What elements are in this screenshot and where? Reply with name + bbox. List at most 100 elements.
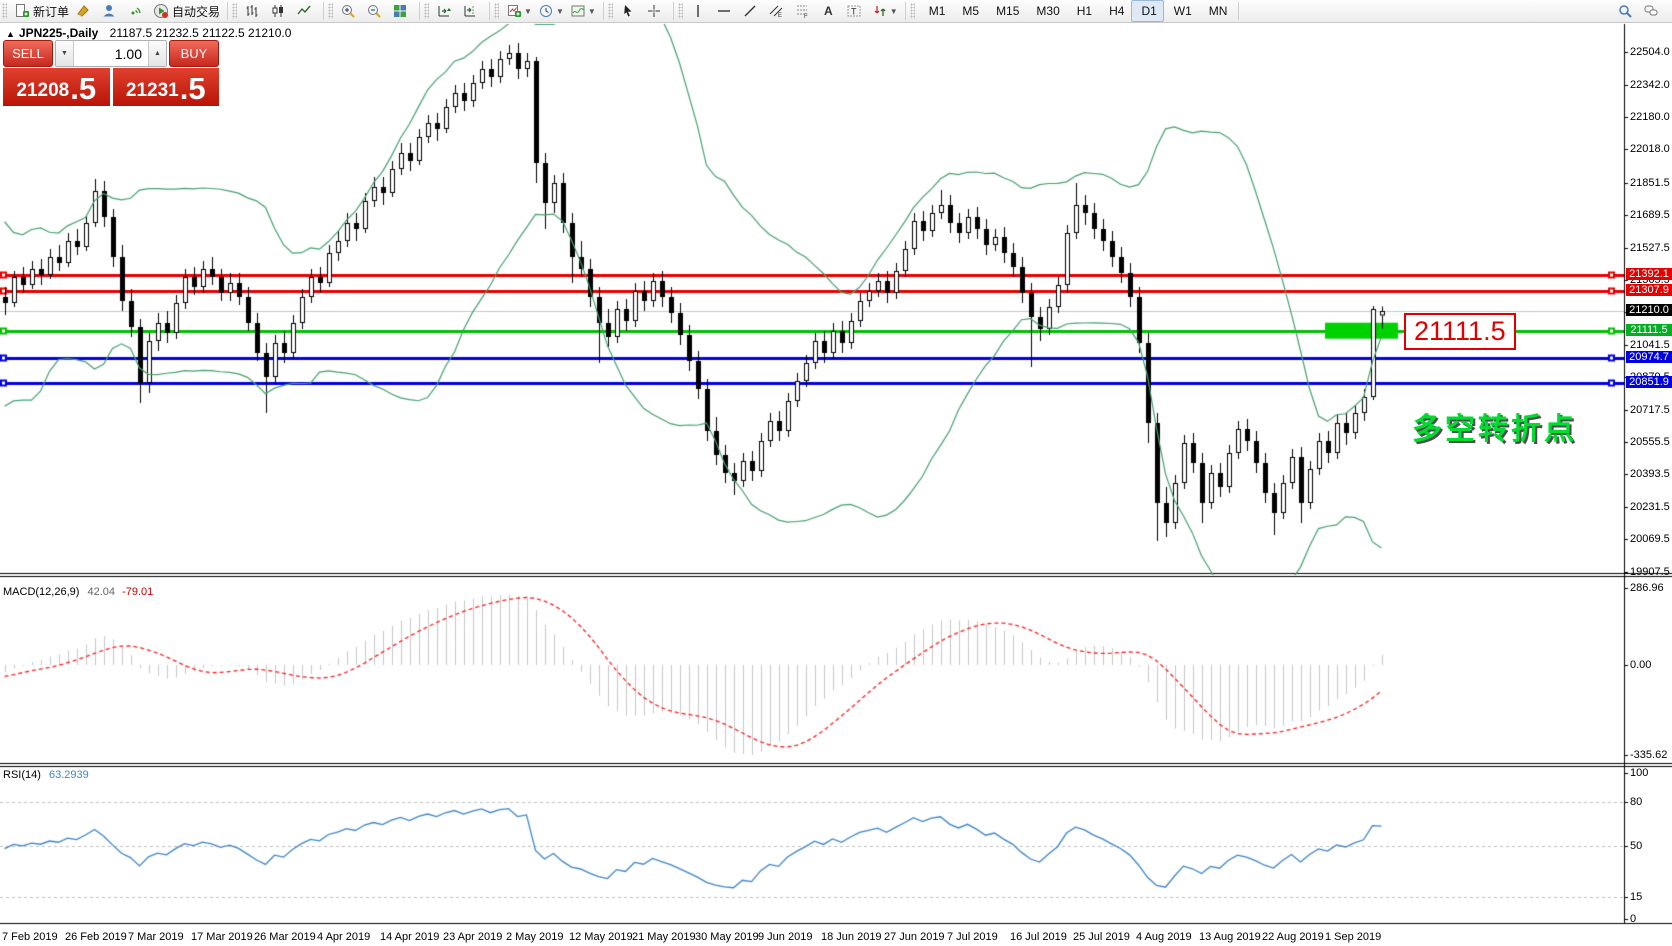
line-chart-icon	[296, 3, 312, 19]
fibonacci-icon: F	[794, 3, 810, 19]
new-order-button[interactable]: 新订单	[11, 0, 72, 22]
tf-mn-button[interactable]: MN	[1199, 0, 1235, 22]
periods-button[interactable]: ▼	[535, 0, 567, 22]
date-axis-label: 9 Jun 2019	[758, 931, 813, 943]
buy-price[interactable]: 21231 .5	[112, 68, 219, 106]
price-axis-tick: 20231.5	[1630, 500, 1670, 513]
svg-text:A: A	[824, 4, 833, 18]
date-axis-label: 16 Jul 2019	[1010, 931, 1067, 943]
volume-stepper: ▼ 1.00 ▲	[55, 40, 167, 67]
price-axis-tick: 22180.0	[1630, 111, 1670, 123]
buy-button[interactable]: BUY	[169, 40, 219, 67]
date-axis-label: 18 Jun 2019	[821, 931, 882, 943]
date-axis-label: 27 Jun 2019	[884, 931, 945, 943]
indicators-icon	[506, 3, 522, 19]
price-axis-tick: 20555.5	[1630, 435, 1670, 448]
vertical-line-button[interactable]	[687, 0, 713, 22]
date-axis-label: 4 Apr 2019	[317, 931, 371, 943]
collapse-triangle-icon[interactable]: ▲	[6, 29, 15, 39]
crosshair-button[interactable]	[643, 0, 669, 22]
zoom-out-button[interactable]	[363, 0, 389, 22]
tf-m1-button[interactable]: M1	[919, 0, 953, 22]
styler-button[interactable]	[72, 0, 98, 22]
tf-m5-button[interactable]: M5	[952, 0, 986, 22]
tf-h1-button[interactable]: H1	[1067, 0, 1099, 22]
tf-w1-label: W1	[1173, 4, 1192, 18]
candlestick-chart-button[interactable]	[267, 0, 293, 22]
indicators-button[interactable]: ▼	[503, 0, 535, 22]
tile-windows-icon	[392, 3, 408, 19]
cursor-button[interactable]	[617, 0, 643, 22]
sell-button[interactable]: SELL	[3, 40, 53, 67]
tf-d1-button[interactable]: D1	[1131, 0, 1164, 22]
equidistant-channel-button[interactable]: E	[765, 0, 791, 22]
new-order-icon	[14, 3, 30, 19]
date-axis-label: 26 Feb 2019	[65, 931, 127, 943]
date-axis-label: 1 Sep 2019	[1325, 931, 1382, 943]
volume-increase-button[interactable]: ▲	[148, 41, 166, 66]
search-button[interactable]	[1614, 0, 1640, 22]
hline-price-label: 20974.7	[1626, 351, 1672, 364]
equidistant-channel-icon: E	[768, 3, 784, 19]
tf-h4-button[interactable]: H4	[1099, 0, 1131, 22]
community-button[interactable]	[98, 0, 124, 22]
signals-button[interactable]	[124, 0, 150, 22]
tf-m15-button[interactable]: M15	[986, 0, 1026, 22]
buy-price-pip: .5	[179, 71, 206, 106]
toolbar-group	[615, 0, 671, 22]
toolbar-grip	[328, 3, 334, 19]
macd-axis-tick: -335.62	[1630, 749, 1668, 761]
tf-m15-label: M15	[996, 4, 1020, 18]
chat-button[interactable]	[1640, 0, 1666, 22]
arrows-button[interactable]: ▼	[869, 0, 901, 22]
date-axis-label: 21 May 2019	[632, 931, 696, 943]
bar-chart-button[interactable]	[241, 0, 267, 22]
price-axis-tick: 22018.0	[1630, 143, 1670, 156]
date-axis-label: 7 Feb 2019	[2, 931, 58, 943]
tf-m30-label: M30	[1036, 4, 1060, 18]
toolbar-group	[239, 0, 321, 22]
one-click-trading-panel: SELL ▼ 1.00 ▲ BUY 21208 .5 21231 .5	[3, 40, 219, 106]
symbol-label: JPN225-,Daily	[18, 26, 99, 40]
rsi-axis-tick: 50	[1630, 840, 1643, 852]
ohlc-values: 21187.5 21232.5 21122.5 21210.0	[109, 26, 292, 40]
dropdown-arrow-icon: ▼	[555, 6, 564, 16]
volume-decrease-button[interactable]: ▼	[56, 41, 74, 66]
sell-price[interactable]: 21208 .5	[3, 68, 112, 106]
hline-price-label: 21392.1	[1626, 267, 1672, 280]
community-icon	[101, 3, 117, 19]
auto-scroll-button[interactable]	[433, 0, 459, 22]
price-axis-tick: 21689.5	[1630, 209, 1670, 222]
hline-price-label: 21307.9	[1626, 284, 1672, 297]
templates-button[interactable]: ▼	[567, 0, 599, 22]
toolbar-group: E F A T ▼	[685, 0, 903, 22]
volume-value[interactable]: 1.00	[114, 45, 142, 62]
date-axis-label: 13 Aug 2019	[1199, 931, 1261, 943]
toolbar-separator	[227, 2, 229, 20]
tf-w1-button[interactable]: W1	[1164, 0, 1199, 22]
autotrading-button[interactable]: 自动交易	[150, 0, 223, 22]
date-axis-label: 4 Aug 2019	[1136, 931, 1192, 943]
text-icon: A	[820, 3, 836, 19]
text-button[interactable]: A	[817, 0, 843, 22]
fibonacci-button[interactable]: F	[791, 0, 817, 22]
trendline-button[interactable]	[739, 0, 765, 22]
toolbar-separator	[419, 2, 421, 20]
price-axis-tick: 21527.5	[1630, 241, 1670, 254]
date-axis-label: 7 Jul 2019	[947, 931, 998, 943]
rsi-indicator-label: RSI(14) 63.2939	[3, 769, 89, 781]
price-axis-tick: 21041.5	[1630, 338, 1670, 351]
date-axis-label: 22 Aug 2019	[1262, 931, 1324, 943]
line-chart-button[interactable]	[293, 0, 319, 22]
text-label-button[interactable]: T	[843, 0, 869, 22]
date-axis-label: 7 Mar 2019	[128, 931, 184, 943]
toolbar-grip	[677, 3, 683, 19]
zoom-in-button[interactable]	[337, 0, 363, 22]
tf-m30-button[interactable]: M30	[1026, 0, 1066, 22]
horizontal-line-button[interactable]	[713, 0, 739, 22]
date-axis-label: 25 Jul 2019	[1073, 931, 1130, 943]
tile-windows-button[interactable]	[389, 0, 415, 22]
price-callout[interactable]: 21111.5	[1404, 313, 1516, 350]
chart-shift-button[interactable]	[459, 0, 485, 22]
